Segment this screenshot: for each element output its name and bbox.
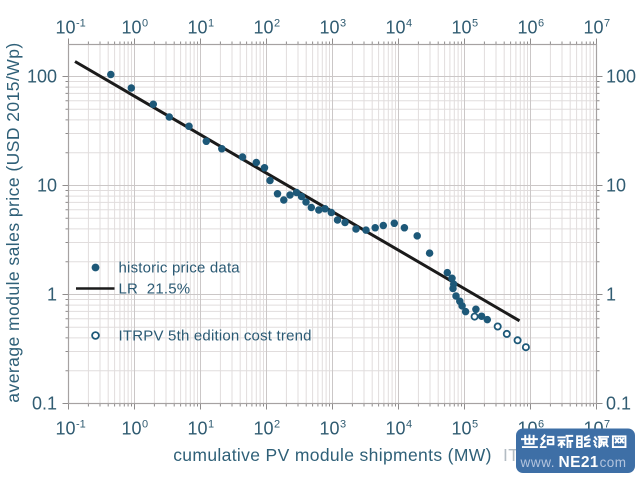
svg-text:10: 10 [451,419,471,439]
svg-text:10: 10 [385,18,405,38]
svg-text:-1: -1 [76,18,86,30]
svg-text:100: 100 [27,67,57,87]
svg-text:10: 10 [319,419,339,439]
svg-text:10: 10 [385,419,405,439]
svg-text:7: 7 [604,419,610,431]
svg-text:5: 5 [472,18,478,30]
svg-text:2: 2 [274,419,280,431]
svg-text:NE21: NE21 [559,454,599,471]
svg-text:1: 1 [47,285,57,305]
svg-text:0.1: 0.1 [32,394,57,414]
svg-text:10: 10 [121,18,141,38]
svg-text:10: 10 [319,18,339,38]
svg-text:10: 10 [187,419,207,439]
svg-text:0: 0 [142,419,148,431]
svg-text:10: 10 [253,18,273,38]
svg-text:5: 5 [472,419,478,431]
svg-text:4: 4 [406,419,412,431]
svg-text:10: 10 [517,18,537,38]
svg-text:100: 100 [606,67,636,87]
svg-text:3: 3 [340,419,346,431]
svg-text:10: 10 [187,18,207,38]
svg-text:LR 21.5%: LR 21.5% [119,281,191,298]
svg-text:10: 10 [583,18,603,38]
svg-text:10: 10 [451,18,471,38]
svg-text:www.: www. [520,455,556,470]
svg-text:0.1: 0.1 [606,394,631,414]
svg-text:10: 10 [55,18,75,38]
svg-text:10: 10 [253,419,273,439]
svg-text:0: 0 [142,18,148,30]
svg-text:1: 1 [606,285,616,305]
svg-text:-1: -1 [76,419,86,431]
svg-text:10: 10 [55,419,75,439]
svg-text:2: 2 [274,18,280,30]
svg-text:10: 10 [37,176,57,196]
svg-text:.com: .com [596,455,627,470]
svg-text:3: 3 [340,18,346,30]
svg-text:1: 1 [208,18,214,30]
svg-text:10: 10 [121,419,141,439]
svg-text:4: 4 [406,18,412,30]
svg-text:1: 1 [208,419,214,431]
svg-text:average module sales price (US: average module sales price (USD 2015/Wp) [3,42,23,402]
svg-text:6: 6 [538,419,544,431]
svg-text:ITRPV 5th edition cost trend: ITRPV 5th edition cost trend [119,328,312,345]
svg-text:cumulative PV module shipments: cumulative PV module shipments (MW) [173,445,492,465]
svg-text:historic price data: historic price data [119,260,241,277]
svg-text:10: 10 [606,176,626,196]
svg-text:7: 7 [604,18,610,30]
svg-text:6: 6 [538,18,544,30]
